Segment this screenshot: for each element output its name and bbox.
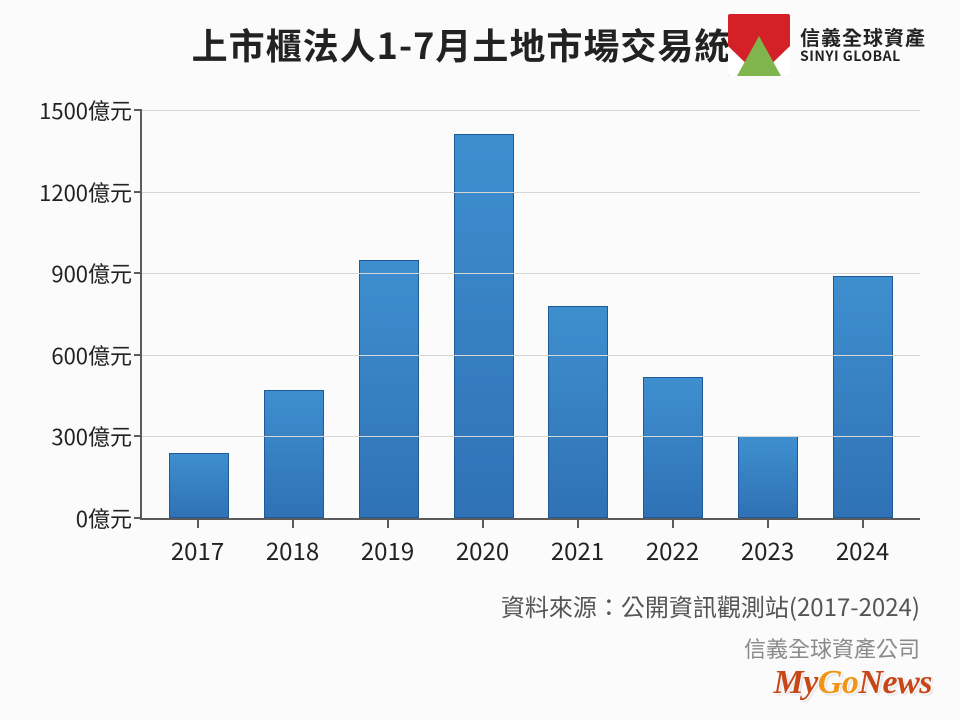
xtick-mark <box>577 520 579 528</box>
xtick-mark <box>197 520 199 528</box>
xtick-label: 2019 <box>358 520 418 570</box>
xtick-mark <box>387 520 389 528</box>
gridline <box>142 110 920 111</box>
xtick-mark <box>482 520 484 528</box>
brand-name-en: SINYI GLOBAL <box>800 48 926 64</box>
source-line-1: 資料來源：公開資訊觀測站(2017-2024) <box>501 583 920 629</box>
gridline <box>142 273 920 274</box>
xtick-mark <box>292 520 294 528</box>
bar <box>738 436 798 518</box>
brand-block: 信義全球資產 SINYI GLOBAL <box>728 14 926 76</box>
ytick-label: 0億元 <box>76 502 142 534</box>
ytick-label: 1500億元 <box>39 94 142 126</box>
bar <box>169 453 229 518</box>
ytick-label: 900億元 <box>51 257 142 289</box>
xtick-label: 2017 <box>168 520 228 570</box>
plot-area: 0億元300億元600億元900億元1200億元1500億元 <box>140 110 920 520</box>
xtick-label: 2022 <box>643 520 703 570</box>
xtick-label: 2023 <box>738 520 798 570</box>
bar <box>264 390 324 518</box>
bar <box>359 260 419 518</box>
chart-title: 上市櫃法人1-7月土地市場交易統計 <box>192 18 769 70</box>
ytick-label: 1200億元 <box>39 176 142 208</box>
watermark: MyGoNews <box>774 664 932 702</box>
gridline <box>142 192 920 193</box>
bar <box>833 276 893 518</box>
bar <box>548 306 608 518</box>
xtick-label: 2021 <box>548 520 608 570</box>
bars-container <box>142 110 920 518</box>
bar <box>643 377 703 518</box>
gridline <box>142 436 920 437</box>
xtick-mark <box>672 520 674 528</box>
xtick-mark <box>862 520 864 528</box>
brand-name-cn: 信義全球資產 <box>800 25 926 48</box>
ytick-label: 600億元 <box>51 339 142 371</box>
xtick-label: 2018 <box>263 520 323 570</box>
gridline <box>142 355 920 356</box>
xtick-label: 2024 <box>833 520 893 570</box>
watermark-mid: Go <box>818 664 859 701</box>
xtick-mark <box>767 520 769 528</box>
ytick-label: 300億元 <box>51 420 142 452</box>
watermark-post: News <box>858 664 932 701</box>
x-axis-labels: 2017 2018 2019 2020 2021 2022 2023 2024 <box>140 520 920 570</box>
watermark-pre: My <box>774 664 818 701</box>
xtick-label: 2020 <box>453 520 513 570</box>
brand-logo-icon <box>728 14 790 76</box>
bar-chart: 0億元300億元600億元900億元1200億元1500億元 201720182… <box>30 110 930 570</box>
source-footer: 資料來源：公開資訊觀測站(2017-2024) 信義全球資產公司 <box>501 583 920 670</box>
